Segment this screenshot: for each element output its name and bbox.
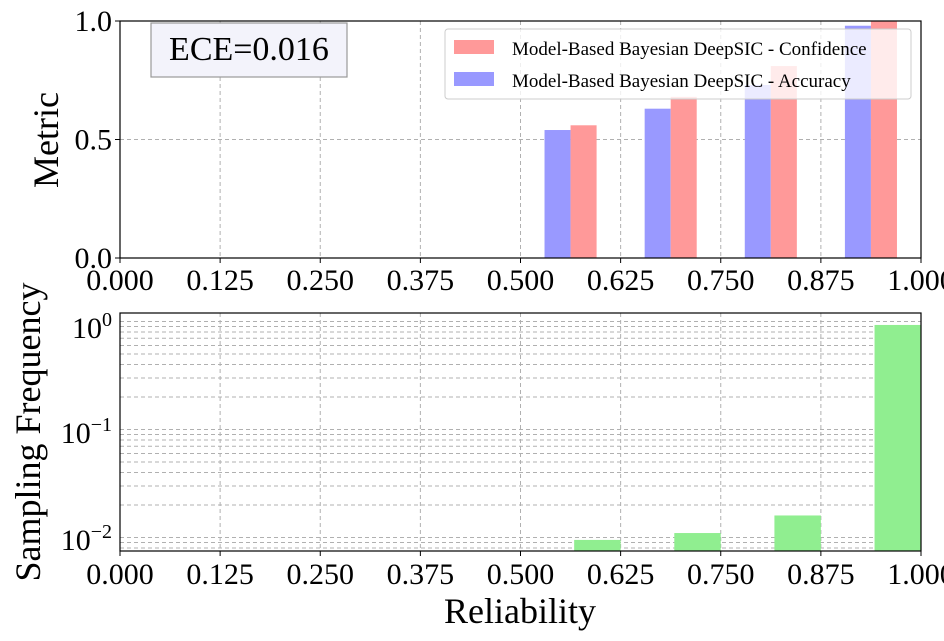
frequency-panel: 0.000 0.125 0.250 0.375 0.500 0.625 0.750 0.875… [8,283,944,631]
frequency-x-tick-label: 0.500 [487,558,555,591]
frequency-y-axis-label: Sampling Frequency [8,283,48,582]
metric-x-tick-label: 0.750 [687,264,755,297]
metric-x-tick-label: 0.500 [487,264,555,297]
accuracy-bar [544,130,571,258]
ece-annotation: ECE=0.016 [150,22,348,78]
metric-y-tick-label: 1.0 [75,5,113,38]
frequency-x-tick-label: 0.250 [287,558,355,591]
metric-y-tick-label: 0.5 [75,124,113,157]
frequency-grid [119,313,922,551]
metric-x-tick-label: 0.000 [86,264,154,297]
confidence-bar [570,125,597,258]
accuracy-bar [744,84,771,259]
legend-swatch-accuracy [454,72,494,86]
frequency-x-tick-label: 0.625 [587,558,655,591]
frequency-x-axis-label: Reliability [444,591,596,631]
frequency-x-tick-label: 0.875 [787,558,855,591]
frequency-bar [774,515,821,551]
metric-panel: 0.000 0.125 0.250 0.375 0.500 0.625 0.750 0.875… [26,5,944,297]
legend-label-confidence: Model-Based Bayesian DeepSIC - Confidenc… [512,39,867,60]
frequency-bars [574,324,921,551]
y-tick-label-1e0: 100 [72,309,112,345]
frequency-bar [874,324,921,551]
legend-label-accuracy: Model-Based Bayesian DeepSIC - Accuracy [512,71,851,92]
frequency-x-tick-label: 0.750 [687,558,755,591]
frequency-bar [674,533,721,551]
confidence-bar [670,96,697,258]
frequency-x-tick-label: 0.125 [186,558,254,591]
metric-y-tick-label: 0.0 [75,242,113,275]
metric-x-tick-label: 0.250 [287,264,355,297]
metric-x-tick-label: 0.375 [387,264,455,297]
metric-y-axis-label: Metric [26,92,66,188]
metric-y-ticks: 0.0 0.5 1.0 [75,5,120,275]
y-tick-label-1e-1: 10−1 [61,414,112,450]
legend-swatch-confidence [454,40,494,54]
frequency-x-tick-label: 1.000 [887,558,944,591]
ece-annotation-text: ECE=0.016 [169,31,329,68]
frequency-x-tick-label: 0.375 [387,558,455,591]
metric-x-tick-label: 0.125 [186,264,254,297]
frequency-y-ticks: 100 10−1 10−2 [61,309,112,557]
metric-bars [544,21,897,259]
legend-frame [444,28,912,100]
metric-x-tick-label: 1.000 [887,264,944,297]
frequency-x-tick-label: 0.000 [86,558,154,591]
accuracy-bar [644,108,671,258]
metric-x-ticks: 0.000 0.125 0.250 0.375 0.500 0.625 0.750 0.875… [86,258,944,297]
ece-annotation-box [150,22,348,78]
metric-legend: Model-Based Bayesian DeepSIC - Confidenc… [444,28,912,100]
metric-x-tick-label: 0.875 [787,264,855,297]
metric-x-tick-label: 0.625 [587,264,655,297]
frequency-x-ticks: 0.000 0.125 0.250 0.375 0.500 0.625 0.750 0.875… [86,551,944,591]
y-tick-label-1e-2: 10−2 [61,521,112,557]
frequency-bar [574,539,621,551]
